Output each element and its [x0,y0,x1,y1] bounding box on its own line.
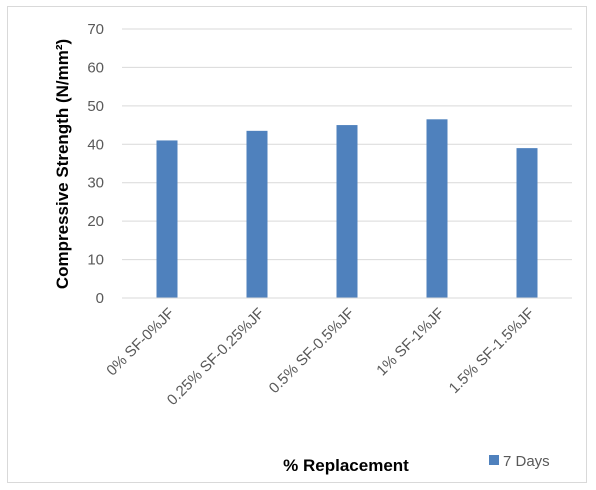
y-tick-label: 10 [87,252,104,269]
y-tick-label: 30 [87,175,104,192]
chart-frame [7,6,587,483]
bar [156,140,178,298]
y-tick-label: 60 [87,59,104,76]
legend-label: 7 Days [503,453,550,470]
x-tick-label: 0.5% SF-0.5%JF [266,305,358,397]
x-tick-label: 1% SF-1%JF [373,305,448,380]
x-tick-labels: 0% SF-0%JF0.25% SF-0.25%JF0.5% SF-0.5%JF… [103,305,538,409]
x-tick-label: 0.25% SF-0.25%JF [164,305,268,409]
x-tick-label: 1.5% SF-1.5%JF [446,305,538,397]
y-tick-labels: 0 10 20 30 40 50 60 70 [87,21,104,307]
bars [156,119,538,298]
bar [516,148,538,298]
bar [246,130,268,298]
y-tick-label: 70 [87,21,104,38]
y-axis-title: Compressive Strength (N/mm²) [53,39,72,289]
x-axis-title: % Replacement [283,456,409,475]
gridlines [122,28,572,261]
x-tick-label: 0% SF-0%JF [103,305,178,380]
y-tick-label: 0 [96,290,104,307]
y-tick-label: 50 [87,98,104,115]
y-tick-label: 40 [87,136,104,153]
legend: 7 Days [489,453,550,470]
y-tick-label: 20 [87,213,104,230]
bar [426,119,448,298]
legend-swatch [489,455,499,465]
bar [336,125,358,298]
